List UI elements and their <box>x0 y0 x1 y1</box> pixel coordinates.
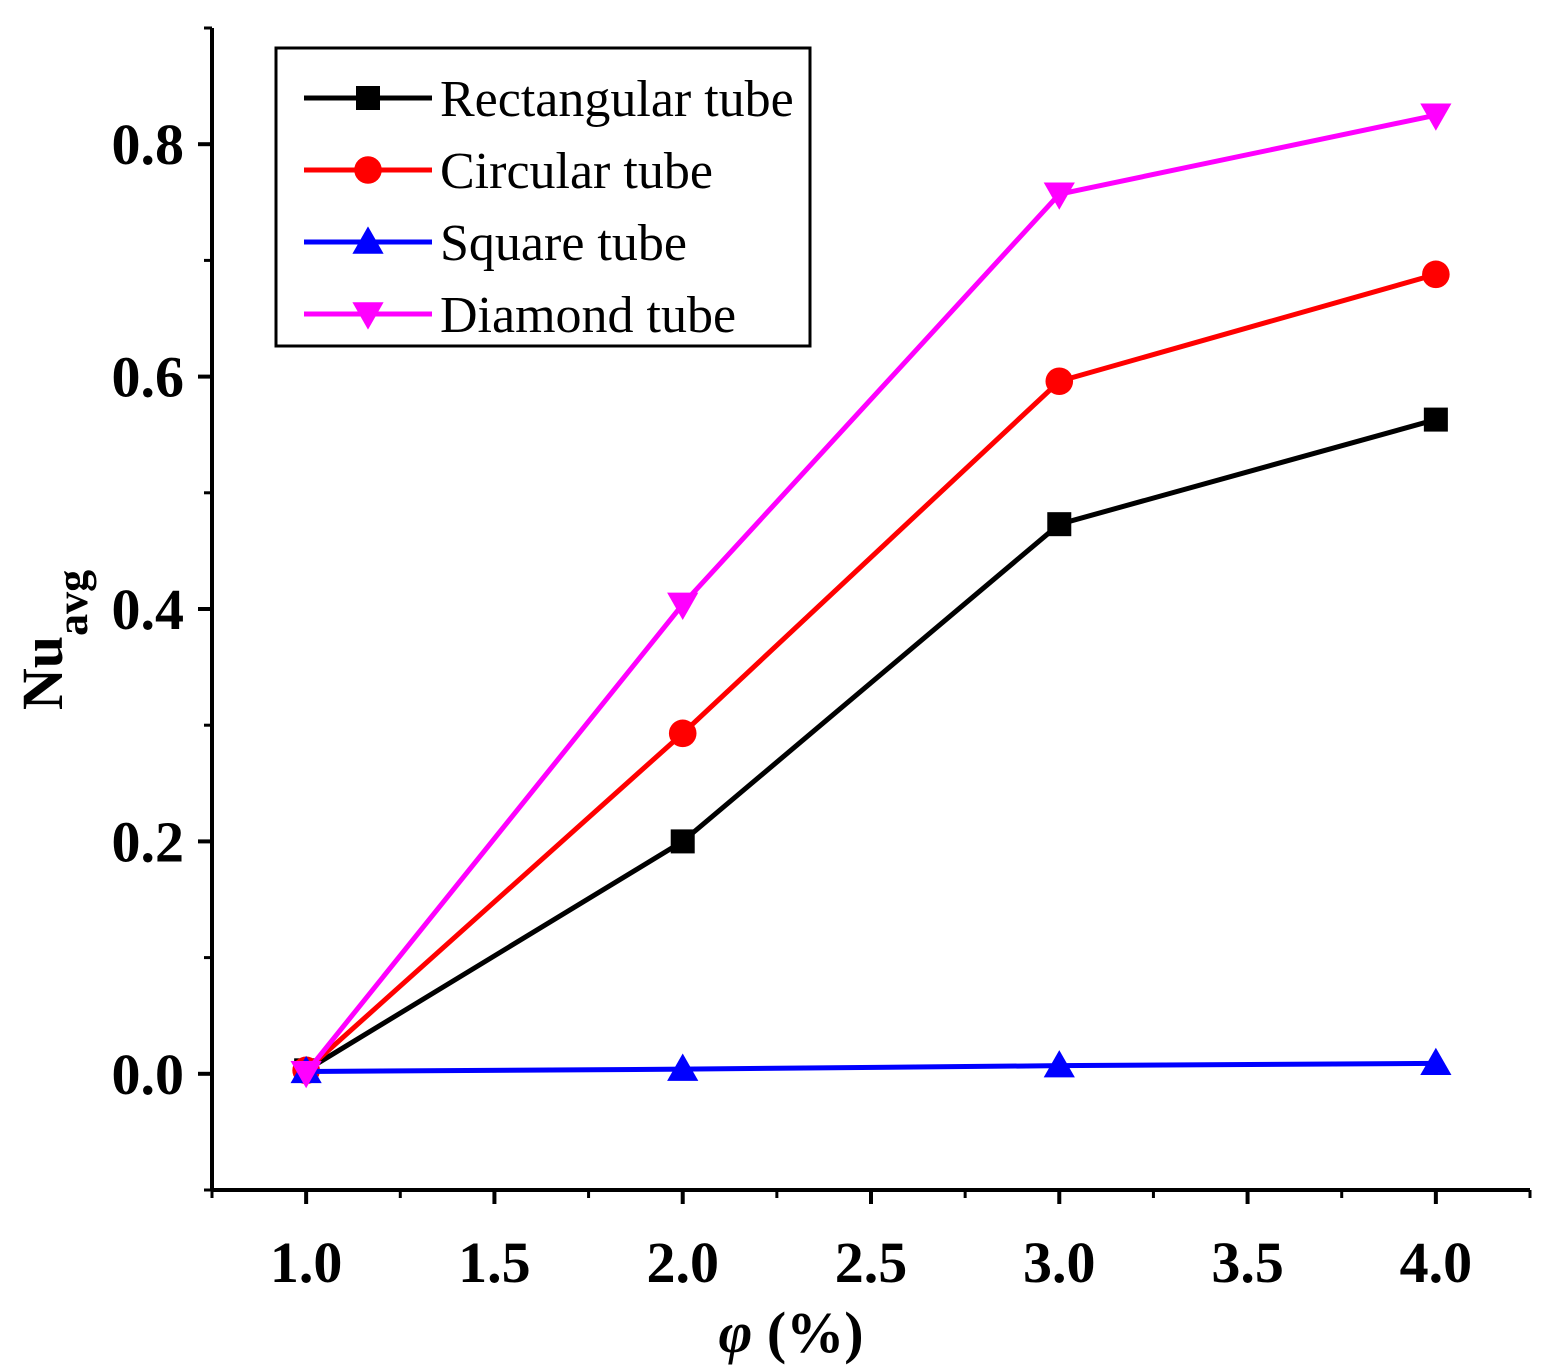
data-point-square-tube <box>1420 1047 1452 1076</box>
data-point-square-tube <box>667 1053 699 1081</box>
series-line-square-tube <box>306 1060 1436 1074</box>
data-point-circular-tube <box>1045 367 1074 396</box>
x-axis-title: φ (%) <box>718 1300 863 1365</box>
legend-marker-rectangular-tube <box>356 86 380 110</box>
y-tick-label: 0.4 <box>112 577 185 642</box>
series-circular-tube <box>292 260 1450 1085</box>
series-diamond-tube <box>290 103 1452 1089</box>
legend-marker-diamond-tube <box>352 302 384 330</box>
series-line-rectangular-tube <box>304 417 1437 1073</box>
y-tick-label: 0.2 <box>112 809 185 874</box>
legend: Rectangular tube Circular tube Square tube… <box>274 46 812 348</box>
legend-label: Circular tube <box>440 143 713 200</box>
x-tick-label: 3.0 <box>1023 1230 1096 1295</box>
legend-marker-circular-tube <box>354 156 382 184</box>
x-tick-label: 2.5 <box>835 1230 908 1295</box>
y-tick-label: 0.0 <box>112 1042 185 1107</box>
series-layer <box>290 103 1452 1089</box>
x-tick-label: 4.0 <box>1400 1230 1473 1295</box>
data-point-diamond-tube <box>667 592 699 620</box>
y-tick-label: 0.6 <box>112 345 185 410</box>
series-line-diamond-tube <box>304 112 1437 1075</box>
data-point-diamond-tube <box>1043 182 1075 210</box>
data-point-rectangular-tube <box>1047 512 1072 537</box>
data-point-rectangular-tube <box>670 829 695 854</box>
data-point-square-tube <box>1043 1050 1075 1078</box>
legend-marker-square-tube <box>352 226 384 254</box>
series-line-circular-tube <box>304 271 1437 1073</box>
data-point-rectangular-tube <box>1423 407 1448 432</box>
legend-label: Square tube <box>440 215 687 272</box>
data-point-diamond-tube <box>1420 103 1452 131</box>
y-tick-label: 0.8 <box>112 112 185 177</box>
x-tick-label: 2.0 <box>646 1230 719 1295</box>
x-tick-label: 3.5 <box>1211 1230 1284 1295</box>
y-axis-title: Nuavg <box>10 570 97 710</box>
series-square-tube <box>290 1047 1452 1084</box>
axes: 0.0 0.2 0.4 0.6 0.8 1.0 1.5 2.0 2.5 3.0 3.5 4.0 φ (%… <box>10 26 1532 1365</box>
data-point-circular-tube <box>1422 260 1450 289</box>
legend-label: Rectangular tube <box>440 71 794 128</box>
x-tick-label: 1.0 <box>270 1230 343 1295</box>
data-point-circular-tube <box>668 719 697 748</box>
series-rectangular-tube <box>294 407 1448 1083</box>
legend-label: Diamond tube <box>440 287 736 344</box>
x-tick-label: 1.5 <box>458 1230 531 1295</box>
data-point-diamond-tube <box>290 1060 322 1089</box>
